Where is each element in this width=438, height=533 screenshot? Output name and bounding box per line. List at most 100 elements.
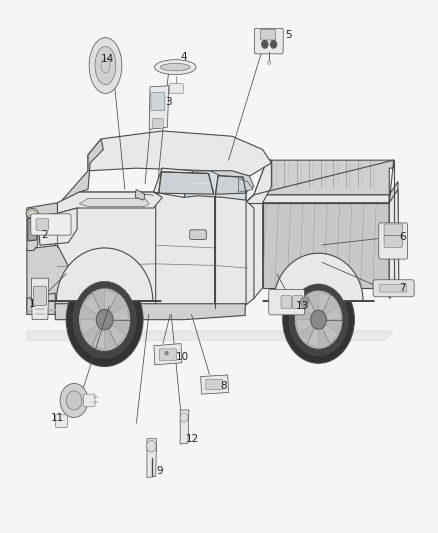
Circle shape [73,281,136,358]
FancyBboxPatch shape [373,280,414,297]
Ellipse shape [89,38,122,93]
Polygon shape [153,168,193,197]
Polygon shape [326,306,342,320]
FancyBboxPatch shape [254,28,283,54]
FancyBboxPatch shape [84,394,95,407]
Ellipse shape [95,46,116,85]
FancyBboxPatch shape [31,214,71,235]
Polygon shape [239,179,253,192]
FancyBboxPatch shape [281,296,291,309]
Polygon shape [92,329,105,350]
Polygon shape [323,325,339,344]
Polygon shape [38,208,77,245]
Polygon shape [147,439,156,478]
Polygon shape [180,410,189,444]
FancyBboxPatch shape [55,415,67,427]
FancyBboxPatch shape [292,296,303,309]
FancyBboxPatch shape [190,230,206,239]
FancyBboxPatch shape [169,84,183,94]
Polygon shape [105,290,117,310]
Polygon shape [109,325,126,345]
Polygon shape [55,304,245,320]
Text: 7: 7 [399,283,406,293]
Circle shape [283,276,354,364]
Ellipse shape [147,440,156,452]
Polygon shape [27,330,394,341]
Ellipse shape [28,211,36,216]
Text: 8: 8 [220,381,227,391]
Ellipse shape [26,208,38,218]
Circle shape [294,290,343,349]
Text: 14: 14 [101,54,114,64]
Text: 12: 12 [186,434,199,445]
Circle shape [300,297,309,308]
Polygon shape [299,295,314,314]
Polygon shape [245,160,272,298]
Polygon shape [79,198,149,206]
FancyBboxPatch shape [36,219,49,230]
Circle shape [165,351,168,356]
FancyBboxPatch shape [152,118,163,128]
Polygon shape [27,203,57,251]
Circle shape [96,309,113,330]
Circle shape [311,310,326,329]
FancyBboxPatch shape [384,224,403,236]
FancyBboxPatch shape [159,349,177,361]
Polygon shape [31,278,49,320]
Polygon shape [48,248,161,301]
Polygon shape [88,131,272,176]
Text: 3: 3 [166,96,172,107]
FancyBboxPatch shape [384,236,403,247]
Polygon shape [159,172,214,194]
FancyBboxPatch shape [33,286,46,305]
FancyBboxPatch shape [261,29,276,40]
Polygon shape [55,192,254,320]
Polygon shape [155,193,215,311]
Ellipse shape [160,63,190,71]
FancyBboxPatch shape [269,289,304,315]
Text: 1: 1 [29,298,35,309]
FancyBboxPatch shape [380,285,407,292]
Circle shape [270,40,277,49]
Circle shape [268,60,271,64]
Ellipse shape [101,58,110,73]
Polygon shape [112,305,129,320]
Polygon shape [27,245,88,314]
Polygon shape [55,139,103,208]
Ellipse shape [180,413,188,422]
Polygon shape [263,253,374,301]
Polygon shape [254,160,394,195]
Polygon shape [215,175,246,194]
Circle shape [66,391,82,410]
Text: 4: 4 [181,52,187,61]
Circle shape [60,383,88,417]
Circle shape [261,40,268,49]
Polygon shape [215,193,246,308]
FancyBboxPatch shape [379,223,408,259]
Ellipse shape [155,60,196,75]
Polygon shape [28,216,37,241]
Polygon shape [389,181,398,288]
Polygon shape [389,189,399,298]
Polygon shape [263,203,389,288]
Polygon shape [296,320,311,334]
Polygon shape [210,171,254,192]
Polygon shape [245,195,389,203]
Text: 13: 13 [295,301,309,311]
Polygon shape [57,192,162,213]
Polygon shape [154,344,182,365]
Text: 9: 9 [157,466,163,476]
Text: 10: 10 [175,352,188,362]
Text: 6: 6 [399,232,406,243]
Polygon shape [80,320,97,335]
Circle shape [66,273,143,367]
FancyBboxPatch shape [151,93,165,111]
Polygon shape [307,328,318,348]
Polygon shape [135,189,145,200]
Polygon shape [318,292,330,311]
Polygon shape [184,171,250,200]
FancyBboxPatch shape [206,379,223,390]
Polygon shape [149,86,169,130]
Text: 2: 2 [41,230,48,240]
Circle shape [289,284,348,356]
